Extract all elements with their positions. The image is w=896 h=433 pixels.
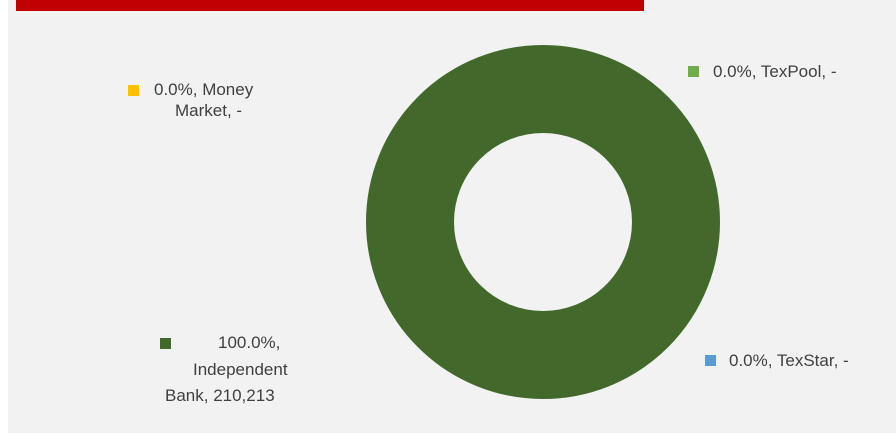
data-label-texpool: 0.0%, TexPool, - bbox=[713, 62, 837, 81]
legend-swatch-texpool bbox=[688, 66, 699, 77]
donut-slice-independent-bank bbox=[366, 45, 720, 399]
data-label-independent-bank-line2: Independent bbox=[193, 360, 288, 379]
header-bar bbox=[16, 0, 644, 11]
data-label-independent-bank-line3: Bank, 210,213 bbox=[165, 386, 275, 405]
data-label-money-market-line1: 0.0%, Money bbox=[154, 80, 254, 99]
data-label-money-market-line2: Market, - bbox=[175, 101, 243, 120]
legend-swatch-texstar bbox=[705, 355, 716, 366]
legend-swatch-money-market bbox=[128, 85, 139, 96]
data-label-independent-bank-line1: 100.0%, bbox=[218, 333, 281, 352]
legend-swatch-independent-bank bbox=[160, 338, 171, 349]
data-label-texstar: 0.0%, TexStar, - bbox=[729, 351, 849, 370]
